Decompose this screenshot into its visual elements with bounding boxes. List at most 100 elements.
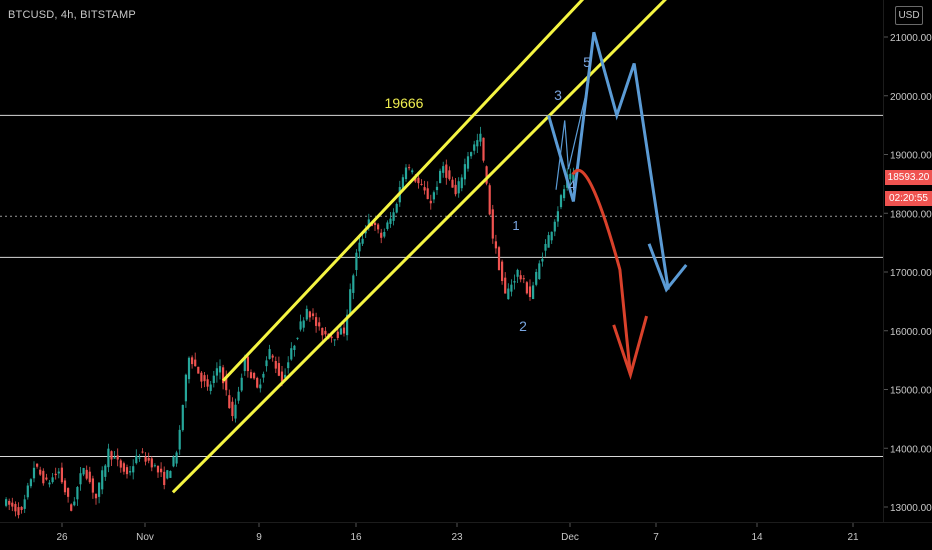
candle-body (48, 482, 51, 485)
candle-body (172, 456, 175, 467)
candle-body (541, 258, 544, 262)
candle-body (94, 493, 98, 499)
candle-body (364, 231, 367, 234)
candle-body (116, 455, 119, 460)
candle-body (435, 186, 439, 191)
candle-body (144, 456, 147, 462)
candle-body (101, 470, 104, 490)
candle-body (132, 466, 135, 473)
candle-body (429, 200, 432, 204)
candle-body (572, 174, 575, 181)
candle-body (330, 336, 333, 339)
channel-line-lower (171, 0, 667, 494)
candle-body (417, 177, 420, 184)
candle-body (67, 488, 70, 497)
candle-body (82, 467, 85, 475)
candle-body (528, 286, 532, 298)
candle-body (305, 308, 308, 320)
y-tick-label: 21000.00 (890, 33, 932, 44)
time-axis[interactable]: 26 Nov 9 16 23 Dec 7 14 21 (56, 522, 859, 543)
candle-body (256, 377, 259, 388)
candle-body (246, 356, 249, 372)
candle-body (420, 183, 423, 185)
candle-body (569, 173, 572, 180)
candle-body (45, 477, 48, 480)
candle-body (460, 177, 463, 189)
candle-body (355, 252, 358, 270)
projection-red-path (571, 168, 632, 375)
candle-body (268, 349, 271, 359)
candle-body (253, 372, 256, 379)
candle-body (494, 241, 497, 249)
wave-label-4: 4 (568, 177, 576, 193)
wave-label-1: 1 (512, 218, 519, 233)
candle-body (519, 275, 522, 280)
candle-body (473, 144, 476, 151)
projection-blue-path (547, 31, 670, 290)
candle-body (32, 467, 36, 479)
y-tick-label: 17000.00 (890, 268, 932, 279)
candle-body (476, 140, 479, 147)
x-tick-label: Dec (561, 532, 579, 543)
candle-body (175, 452, 178, 464)
candle-body (510, 284, 513, 292)
candle-body (491, 209, 494, 239)
candle-body (113, 457, 116, 459)
candle-body (119, 460, 122, 468)
candle-body (423, 187, 426, 191)
x-tick-label: 14 (751, 532, 763, 543)
candle-body (11, 502, 14, 507)
candle-body (169, 471, 172, 478)
candle-body (274, 360, 277, 369)
candle-body (463, 164, 466, 180)
candle-body (504, 277, 507, 294)
candle-body (54, 473, 57, 476)
candle-body (454, 184, 457, 195)
x-tick-label: 23 (451, 532, 463, 543)
candle-body (23, 499, 26, 509)
candle-body (296, 337, 299, 339)
candle-body (311, 313, 315, 317)
candle-body (488, 185, 491, 215)
wave-label-3: 3 (554, 87, 562, 103)
candle-body (212, 375, 215, 383)
candle-body (516, 269, 519, 277)
currency-button[interactable]: USD (895, 6, 923, 25)
y-tick-label: 15000.00 (890, 386, 932, 397)
candle-body (42, 470, 45, 484)
candle-body (377, 224, 380, 230)
annotation-labels: 19666 1 2 3 4 5 (385, 54, 592, 334)
candle-body (439, 170, 442, 184)
candle-body (203, 375, 206, 382)
candle-body (122, 463, 125, 472)
candle-body (318, 322, 321, 327)
candle-body (262, 373, 265, 378)
horizontal-levels (0, 114, 883, 457)
candle-body (138, 457, 141, 459)
candle-body (324, 330, 327, 335)
price-axis[interactable]: 13000.00 14000.00 15000.00 16000.00 17000.00… (883, 33, 932, 514)
candle-body (336, 331, 339, 338)
candle-body (525, 282, 528, 294)
symbol-title[interactable]: BTCUSD, 4h, BITSTAMP (8, 9, 136, 21)
candle-body (36, 463, 39, 467)
candle-body (17, 507, 20, 516)
candle-body (141, 451, 144, 453)
candle-body (290, 348, 293, 360)
candle-body (73, 501, 76, 506)
x-tick-label: 16 (350, 532, 362, 543)
wave-label-5: 5 (583, 54, 591, 70)
candle-body (277, 363, 280, 376)
candle-body (280, 371, 284, 382)
channel-lines (171, 0, 667, 494)
candle-body (556, 211, 559, 222)
candle-body (333, 339, 336, 341)
x-tick-label: 7 (653, 532, 659, 543)
candle-body (98, 482, 101, 497)
candle-body (181, 404, 184, 431)
candle-body (380, 232, 383, 238)
y-tick-label: 19000.00 (890, 151, 932, 162)
candle-body (160, 468, 163, 473)
candle-body (367, 219, 370, 225)
